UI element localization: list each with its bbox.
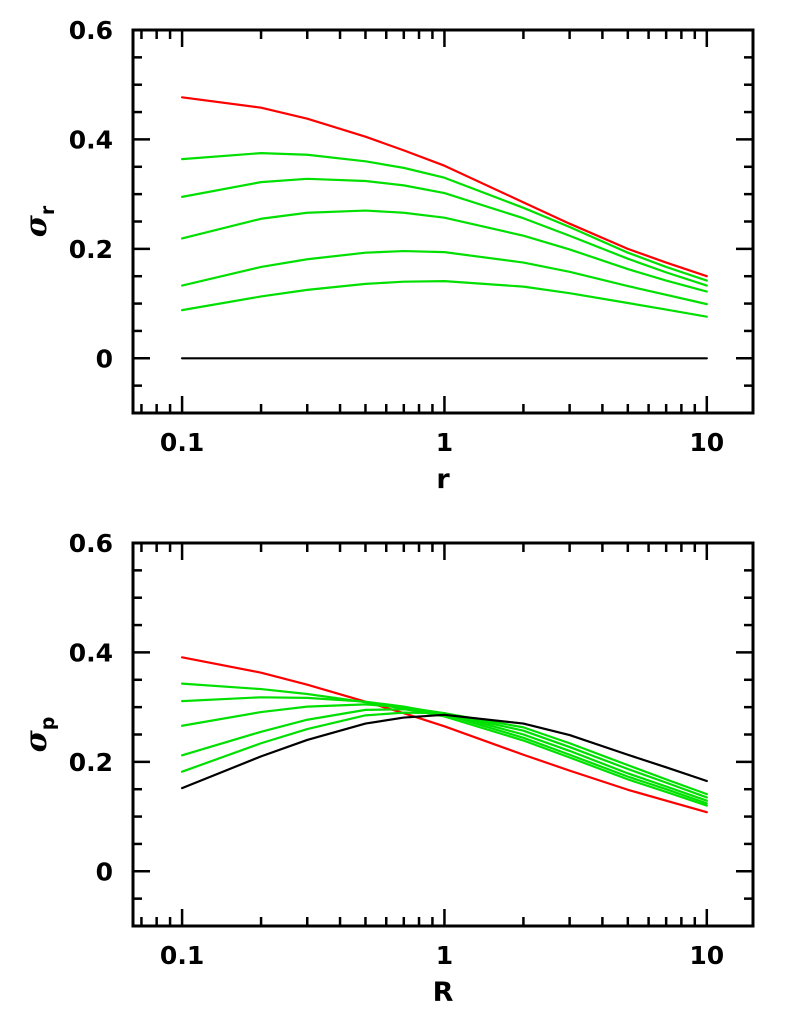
x-tick-label: 1 [436,428,453,457]
series-line-6 [180,713,708,790]
series-line-4 [180,708,708,799]
ticks [133,541,753,928]
y-axis-subscript: p [37,717,59,731]
y-axis-subscript: r [37,205,59,215]
y-axis-symbol: σ [19,214,54,237]
x-axis-label: R [433,977,454,1008]
series-group [180,96,708,360]
series-line-1 [180,152,708,282]
y-tick-label: 0.2 [69,235,113,264]
y-tick-label: 0.4 [69,125,113,154]
series-line-3 [180,209,708,293]
series-line-5 [180,280,708,318]
x-tick-label: 0.1 [160,941,204,970]
bottom-panel-sigma-p: 0.1 1 10 0 0.2 0.4 0.6 Rσp [19,529,755,1008]
y-axis-label: σr [19,205,59,237]
series-line-2 [180,177,708,287]
plot-frame [131,28,755,415]
series-line-4 [180,249,708,306]
y-axis-label: σp [19,717,59,753]
x-tick-label: 0.1 [160,428,204,457]
y-axis-symbol: σ [19,729,54,752]
series-line-0 [180,96,708,278]
x-tick-label: 1 [436,941,453,970]
series-line-3 [180,703,708,802]
series-group [180,656,708,814]
y-tick-label: 0 [96,344,113,373]
y-tick-label: 0 [96,857,113,886]
series-line-0 [180,656,708,814]
series-line-1 [180,682,708,807]
ticks [133,28,753,415]
y-tick-label: 0.6 [69,529,113,558]
y-tick-label: 0.2 [69,748,113,777]
x-tick-label: 10 [689,428,724,457]
plot-frame [131,541,755,928]
x-axis-label: r [436,464,450,495]
y-tick-label: 0.6 [69,16,113,45]
x-tick-label: 10 [689,941,724,970]
series-line-5 [180,711,708,796]
y-tick-label: 0.4 [69,638,113,667]
